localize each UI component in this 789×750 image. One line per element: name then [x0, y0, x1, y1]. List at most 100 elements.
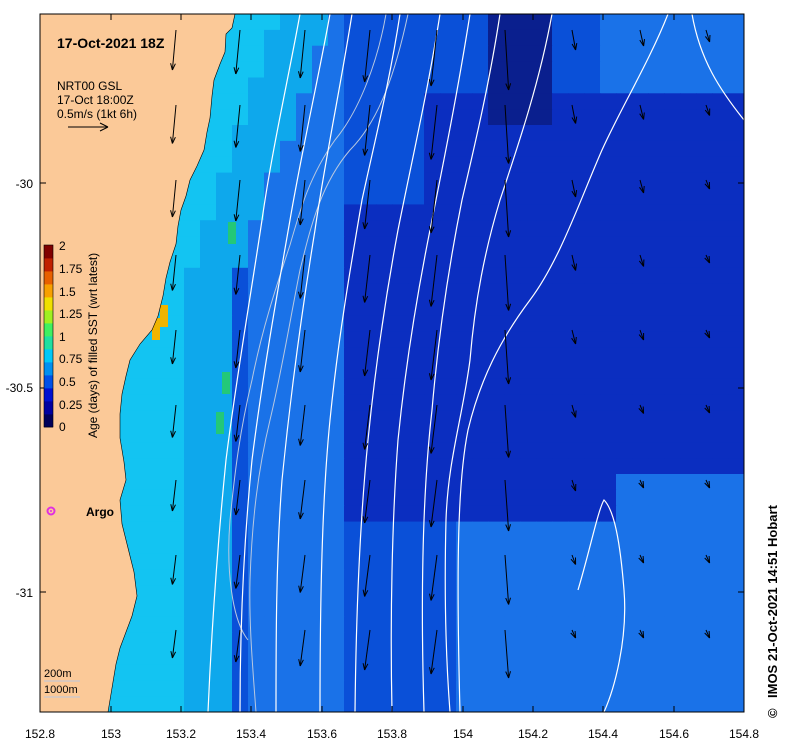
sst-cell [344, 601, 361, 618]
sst-cell [616, 14, 633, 31]
sst-cell [456, 696, 473, 712]
current-arrow [428, 104, 438, 160]
sst-cell [552, 394, 569, 412]
sst-cell [696, 125, 713, 142]
sst-cell [184, 283, 201, 301]
sst-cell [584, 172, 601, 190]
sst-cell [360, 347, 377, 364]
vector-scale-label: 0.5m/s (1kt 6h) [57, 107, 137, 121]
sst-cell [392, 553, 409, 570]
sst-cell [232, 394, 249, 412]
sst-cell [264, 140, 281, 158]
sst-cell [472, 426, 489, 443]
current-arrow [638, 329, 645, 341]
y-axis-labels: -30 -30.5 -31 [6, 177, 34, 600]
sst-cell [536, 188, 553, 205]
sst-cell [616, 442, 633, 459]
sst-cell [536, 458, 553, 475]
sst-cell [408, 77, 425, 94]
sst-cell [200, 172, 217, 190]
sst-cell [632, 14, 649, 31]
sst-cell [376, 426, 393, 443]
sst-cell [664, 410, 681, 428]
sst-cell [488, 410, 505, 428]
sst-cell [632, 109, 649, 126]
sst-cell [344, 632, 361, 650]
sst-cell [376, 474, 393, 491]
sst-cell [584, 14, 601, 31]
sst-cell [680, 696, 697, 712]
sst-cell [728, 426, 744, 443]
sst-cell [520, 156, 537, 174]
sst-cell [184, 426, 201, 443]
sst-cell [136, 458, 153, 475]
sst-cell [520, 616, 537, 634]
sst-cell [536, 616, 553, 634]
sst-cell [248, 410, 265, 428]
sst-cell [264, 442, 281, 459]
sst-cell [232, 458, 249, 475]
sst-cell [568, 585, 585, 602]
sst-cell [328, 61, 345, 79]
sst-cell [328, 537, 345, 554]
sst-cell [584, 601, 601, 618]
sst-cell [280, 601, 297, 618]
sst-cell [408, 410, 425, 428]
sst-cell [728, 458, 744, 475]
sst-cell [392, 489, 409, 507]
sst-cell [728, 521, 744, 539]
sst-cell [568, 172, 585, 190]
sst-cell [408, 347, 425, 364]
sst-cell [568, 236, 585, 253]
sst-cell [408, 426, 425, 443]
sst-cell [392, 172, 409, 190]
sst-cell [536, 45, 553, 63]
x-tick-label: 154 [453, 727, 473, 741]
current-arrow [638, 254, 645, 267]
sst-cell [728, 394, 744, 412]
sst-cell [520, 220, 537, 237]
sst-cell [136, 569, 153, 586]
sst-cell [152, 569, 169, 586]
sst-cell [264, 188, 281, 205]
sst-cell [264, 426, 281, 443]
sst-cell [328, 458, 345, 475]
sst-cell [552, 188, 569, 205]
sst-cell [568, 140, 585, 158]
sst-cell [296, 537, 313, 554]
sst-cell [616, 236, 633, 253]
colorbar-swatch [44, 310, 53, 324]
sst-cell [360, 505, 377, 523]
sst-cell [200, 553, 217, 570]
sst-cell [168, 410, 185, 428]
sst-cell [648, 394, 665, 412]
sst-cell [264, 664, 281, 681]
sst-cell [536, 505, 553, 523]
current-arrow [362, 104, 371, 156]
sst-cell [360, 283, 377, 301]
sst-cell [248, 299, 265, 316]
sst-cell [504, 45, 521, 63]
sst-cell [264, 109, 281, 126]
sst-cell [472, 442, 489, 459]
sst-cell [456, 474, 473, 491]
sst-cell [488, 347, 505, 364]
sst-cell [440, 489, 457, 507]
sst-cell [312, 45, 329, 63]
sst-cell [696, 680, 713, 697]
sst-cell [424, 616, 441, 634]
sst-cell [280, 521, 297, 539]
sst-cell [696, 537, 713, 554]
sst-cell [440, 696, 457, 712]
sst-cell [248, 140, 265, 158]
sst-cell [280, 45, 297, 63]
current-arrow [362, 179, 371, 230]
sst-cell [664, 267, 681, 285]
sst-cell [440, 220, 457, 237]
current-arrow [571, 179, 578, 198]
depth-label-200m: 200m [44, 668, 72, 680]
sst-cell [328, 648, 345, 665]
sst-cell [408, 601, 425, 618]
sst-cell [280, 315, 297, 332]
sst-cell [520, 394, 537, 412]
